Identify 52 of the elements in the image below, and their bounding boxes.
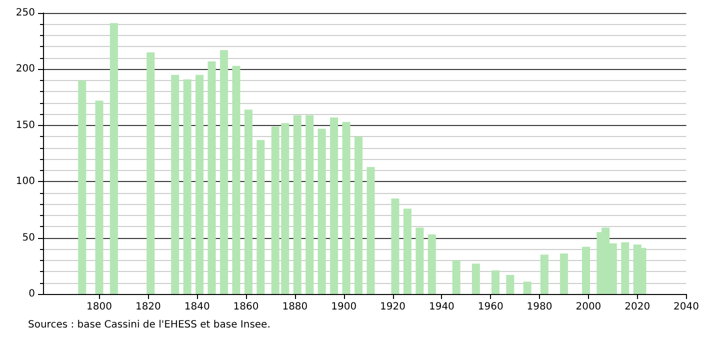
bar (354, 136, 363, 294)
bar (560, 254, 568, 294)
bar (391, 198, 400, 294)
bar (146, 52, 155, 294)
bar (232, 66, 240, 294)
x-tick-label: 1880 (282, 302, 308, 312)
bar (220, 50, 228, 294)
bar (621, 242, 630, 294)
bar (171, 74, 180, 294)
bar (416, 228, 424, 294)
x-tick-label: 2020 (624, 302, 650, 312)
bar (110, 23, 118, 294)
bar (318, 128, 326, 294)
bar (306, 115, 314, 294)
bar (428, 234, 436, 294)
bar (540, 254, 548, 294)
bar (491, 270, 500, 294)
x-tick-label: 1940 (428, 302, 454, 312)
y-tick-label: 0 (28, 288, 35, 300)
x-tick-label: 1860 (233, 302, 259, 312)
y-tick-label: 100 (16, 176, 35, 188)
x-tick-label: 2000 (576, 302, 602, 312)
x-tick-label: 1920 (380, 302, 406, 312)
bar (293, 115, 302, 294)
bar (196, 74, 204, 294)
x-tick-label: 2040 (674, 302, 699, 312)
bar (244, 110, 252, 294)
bar (523, 282, 532, 294)
y-tick-label: 50 (22, 232, 35, 244)
y-tick-label: 250 (16, 8, 35, 18)
y-tick-label: 150 (16, 120, 35, 131)
x-tick-label: 1960 (478, 302, 504, 312)
x-tick-label: 1900 (331, 302, 357, 312)
bar (472, 264, 480, 294)
bar (403, 208, 412, 294)
source-note: Sources : base Cassini de l'EHESS et base Insee. (28, 320, 270, 330)
x-tick-label: 1800 (86, 302, 112, 312)
bar (256, 140, 265, 294)
bar (452, 260, 460, 294)
bar (95, 100, 104, 294)
bar (183, 79, 192, 294)
bar (330, 118, 338, 294)
bar (342, 122, 350, 294)
y-tick-label: 200 (16, 64, 35, 75)
bar (506, 274, 514, 294)
x-tick-label: 1820 (135, 302, 161, 312)
bar (366, 166, 375, 294)
x-tick-label: 1840 (184, 302, 210, 312)
bar (582, 246, 590, 294)
bar (78, 80, 86, 294)
bar (208, 61, 216, 294)
x-tick-label: 1980 (526, 302, 552, 312)
